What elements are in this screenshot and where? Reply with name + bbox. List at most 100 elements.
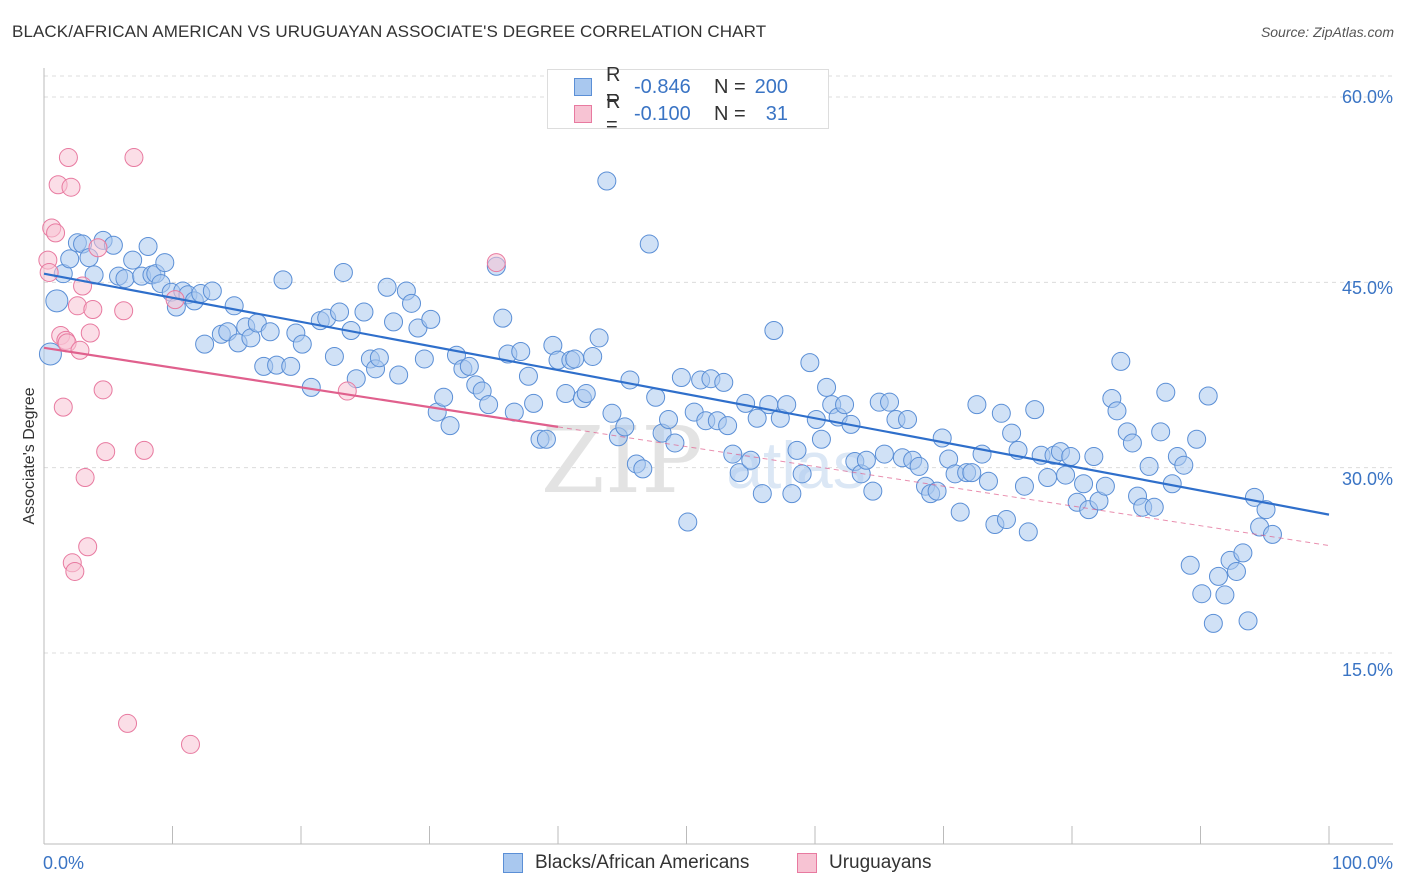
data-point	[1174, 455, 1194, 475]
data-point	[1107, 401, 1127, 421]
data-point	[1061, 447, 1081, 467]
data-point	[718, 416, 738, 436]
data-point	[1180, 555, 1200, 575]
bottom-legend-uruguayans: Uruguayans	[797, 852, 931, 874]
data-point	[787, 440, 807, 460]
y-tick-label-15: 15.0%	[1341, 660, 1393, 680]
data-point	[620, 370, 640, 390]
data-point	[78, 537, 98, 557]
data-point	[602, 403, 622, 423]
data-point	[80, 323, 100, 343]
data-point	[414, 349, 434, 369]
y-tick-label-60: 60.0%	[1341, 87, 1393, 107]
data-point	[511, 342, 531, 362]
data-point	[114, 301, 134, 321]
data-point	[589, 328, 609, 348]
data-point	[402, 293, 422, 313]
data-point	[134, 440, 154, 460]
chart-title: BLACK/AFRICAN AMERICAN VS URUGUAYAN ASSO…	[12, 22, 767, 41]
data-point	[384, 312, 404, 332]
legend-r-label: R =	[606, 64, 621, 109]
data-point	[874, 444, 894, 464]
data-point	[70, 340, 90, 360]
data-point	[741, 450, 761, 470]
data-point	[615, 417, 635, 437]
data-point	[118, 713, 138, 733]
data-point	[659, 409, 679, 429]
legend-swatch-uruguayans	[574, 105, 592, 123]
data-point	[1151, 422, 1171, 442]
bottom-legend-label-blacks: Blacks/African Americans	[535, 852, 750, 873]
y-tick-label-45: 45.0%	[1341, 278, 1393, 298]
data-point	[950, 502, 970, 522]
series-blacks-points	[38, 171, 1282, 633]
data-point	[155, 253, 175, 273]
data-point	[729, 463, 749, 483]
data-point	[1139, 456, 1159, 476]
data-point	[898, 409, 918, 429]
data-point	[273, 270, 293, 290]
data-point	[486, 253, 506, 273]
data-point	[115, 269, 135, 289]
data-point	[96, 442, 116, 462]
data-point	[281, 356, 301, 376]
data-point	[1262, 524, 1282, 544]
bottom-legend-swatch-blacks	[503, 853, 523, 873]
legend-n-value: 200	[754, 75, 788, 98]
data-point	[747, 408, 767, 428]
data-point	[800, 353, 820, 373]
trend-lines	[43, 272, 1330, 547]
data-point	[1074, 474, 1094, 494]
bottom-legend-blacks: Blacks/African Americans	[503, 852, 749, 874]
data-point	[811, 429, 831, 449]
data-point	[524, 393, 544, 413]
legend-row-blacks: R = -0.846 N = 200	[548, 64, 788, 109]
data-point	[333, 262, 353, 282]
data-point	[1056, 465, 1076, 485]
data-point	[597, 171, 617, 191]
data-point	[1192, 584, 1212, 604]
data-point	[671, 367, 691, 387]
data-point	[518, 366, 538, 386]
data-point	[1038, 468, 1058, 488]
data-point	[1084, 447, 1104, 467]
data-point	[817, 377, 837, 397]
data-point	[1122, 433, 1142, 453]
data-point	[996, 510, 1016, 530]
data-point	[202, 281, 222, 301]
data-point	[1208, 566, 1228, 586]
data-point	[967, 395, 987, 415]
data-point	[60, 249, 80, 269]
data-point	[330, 302, 350, 322]
legend-swatch-blacks	[574, 78, 592, 96]
data-point	[123, 250, 143, 270]
data-point	[39, 262, 59, 282]
legend-r-label: R =	[606, 91, 621, 136]
axes	[43, 68, 1393, 845]
data-point	[962, 463, 982, 483]
legend-r-value: -0.100	[634, 102, 691, 125]
data-point	[61, 177, 81, 197]
data-point	[1111, 351, 1131, 371]
legend-n-label: N =	[714, 102, 746, 125]
trend-line	[43, 346, 559, 428]
data-point	[479, 395, 499, 415]
data-point	[75, 468, 95, 488]
data-point	[1025, 400, 1045, 420]
data-point	[1014, 476, 1034, 496]
data-point	[665, 433, 685, 453]
data-point	[1256, 500, 1276, 520]
data-point	[354, 302, 374, 322]
data-point	[1002, 423, 1022, 443]
data-point	[337, 381, 357, 401]
data-point	[764, 321, 784, 341]
data-point	[195, 334, 215, 354]
data-point	[124, 148, 144, 168]
data-point	[459, 356, 479, 376]
data-point	[1018, 522, 1038, 542]
data-point	[1198, 386, 1218, 406]
data-point	[978, 471, 998, 491]
data-point	[880, 392, 900, 412]
trend-line-extension	[557, 426, 1330, 547]
